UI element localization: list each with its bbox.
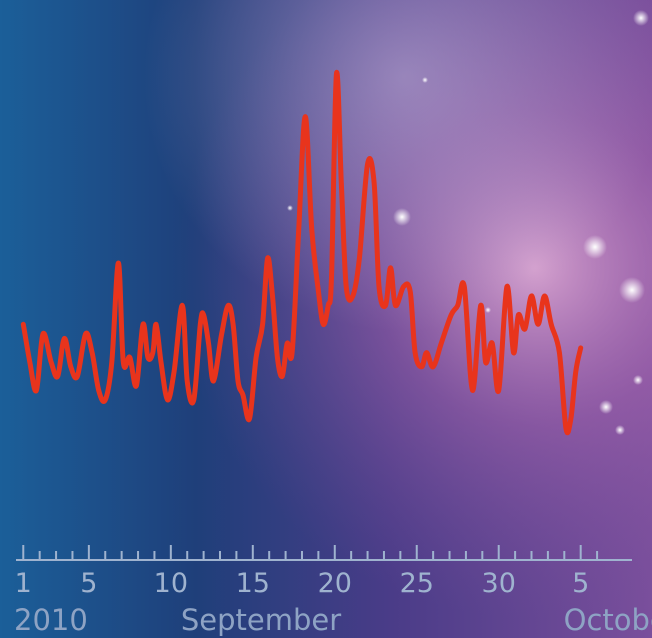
x-tick-label: 10 [154, 568, 188, 599]
star [485, 307, 491, 313]
star-field [287, 10, 649, 435]
x-tick-label: 1 [15, 568, 32, 599]
x-tick-label: 25 [400, 568, 434, 599]
star [633, 10, 649, 26]
x-tick-label: 5 [572, 568, 589, 599]
star [287, 205, 293, 211]
star [633, 375, 643, 385]
x-tick-label: 5 [80, 568, 97, 599]
x-axis [16, 545, 632, 561]
star [599, 400, 613, 414]
star [615, 425, 625, 435]
star [619, 277, 645, 303]
series-line [20, 69, 584, 436]
x-tick-label: 20 [318, 568, 352, 599]
month-label-october: October [564, 603, 652, 637]
year-label: 2010 [14, 603, 88, 637]
x-tick-label: 15 [236, 568, 270, 599]
star [583, 235, 607, 259]
star [422, 77, 428, 83]
month-label-september: September [181, 603, 341, 637]
x-tick-labels: 1 5 10 15 20 25 30 5 [15, 568, 590, 599]
x-tick-label: 30 [482, 568, 516, 599]
star [393, 208, 411, 226]
